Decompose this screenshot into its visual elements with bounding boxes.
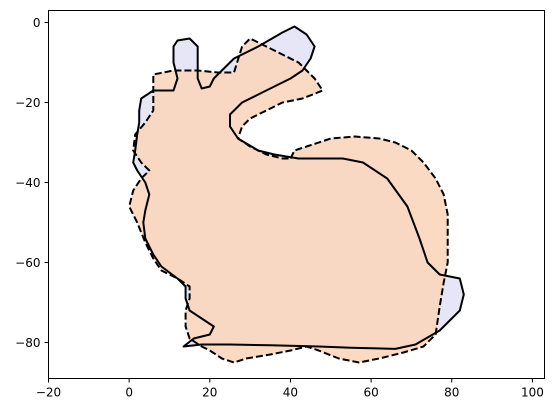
x-axis-ticks: −20 0 20 40 60 80 100 <box>36 378 544 400</box>
y-tick-label: −40 <box>15 176 40 190</box>
plot-layer <box>128 25 465 364</box>
y-tick-label: 0 <box>33 16 41 30</box>
x-tick-label: 80 <box>444 386 459 400</box>
x-tick-label: 20 <box>202 386 217 400</box>
shape-outline-2 <box>128 37 449 364</box>
y-tick-label: −60 <box>15 256 40 270</box>
x-tick-label: 40 <box>283 386 298 400</box>
y-tick-label: −80 <box>15 336 40 350</box>
x-tick-label: 60 <box>363 386 378 400</box>
y-axis-ticks: 0 −20 −40 −60 −80 <box>15 16 49 350</box>
x-tick-label: −20 <box>36 386 61 400</box>
x-tick-label: 0 <box>125 386 133 400</box>
x-tick-label: 100 <box>521 386 544 400</box>
y-tick-label: −20 <box>15 96 40 110</box>
plot-frame <box>48 10 545 379</box>
shape-outline-1 <box>132 25 465 350</box>
shape-fill-2 <box>129 38 448 363</box>
